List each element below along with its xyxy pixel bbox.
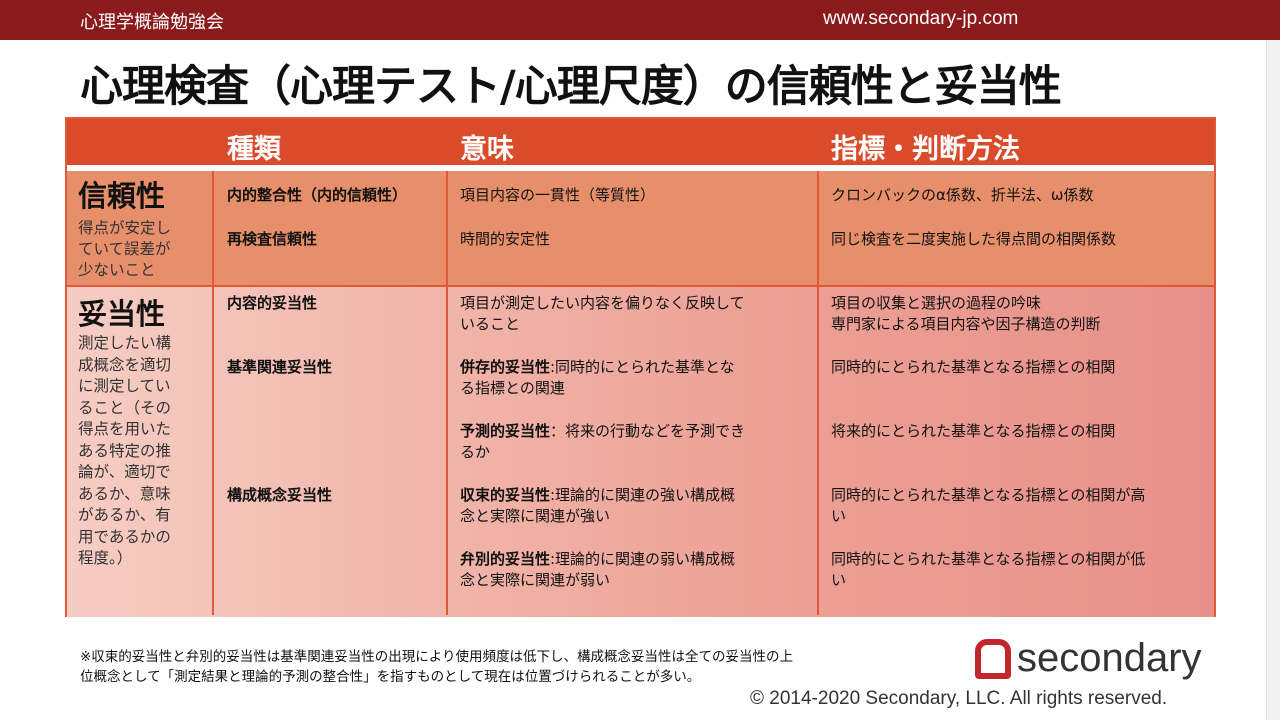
index-text: 同時的にとられた基準となる指標との相関が低 [831,550,1146,568]
index-text: 将来的にとられた基準となる指標との相関 [831,422,1116,440]
copyright: © 2014-2020 Secondary, LLC. All rights r… [750,688,1168,709]
col-index: 指標・判断方法 [831,134,1020,165]
meaning-text: 項目内容の一貫性（等質性） [460,186,656,204]
divider [212,171,214,615]
meaning-text: 念と実際に関連が強い [460,507,611,525]
sub-validity-label: 収束的妥当性 [460,486,551,504]
validity-description: 成概念を適切 [78,355,172,374]
divider [446,171,448,615]
logo-mark-icon [975,638,1011,679]
meaning-text: いること [460,315,521,333]
footnote: ※収束的妥当性と弁別的妥当性は基準関連妥当性の出現により使用頻度は低下し、構成概… [80,647,793,687]
sub-validity-label: 併存的妥当性 [460,358,551,376]
validity-description: 程度。） [78,549,133,567]
reliability-description: 得点が安定し [78,219,172,237]
index-text: 同じ検査を二度実施した得点間の相関係数 [831,230,1117,248]
index-text: クロンバックのα係数、折半法、ω係数 [831,186,1094,204]
slide-edge [1266,40,1280,720]
meaning-text: 念と実際に関連が弱い [460,571,611,589]
col-meaning: 意味 [460,134,514,165]
validity-description: あるか、意味 [78,484,171,503]
validity-type: 基準関連妥当性 [227,358,333,376]
validity-description: があるか、有 [78,506,171,524]
meaning-text: る指標との関連 [460,379,565,397]
validity-description: ること（その [78,398,172,417]
validity-description: 論が、適切で [78,463,171,481]
validity-description: 得点を用いた [78,420,172,438]
sub-validity-label: 予測的妥当性 [460,422,551,440]
meaning-text: 項目が測定したい内容を偏りなく反映して [460,294,745,312]
index-text: 同時的にとられた基準となる指標との相関 [831,358,1116,376]
divider [817,171,819,615]
validity-reliability-table: 種類 意味 指標・判断方法 信頼性得点が安定し ていて誤差が 少ないこと 内的整合性（… [65,117,1216,617]
meaning-text: :同時的にとられた基準とな [550,358,735,376]
validity-type: 構成概念妥当性 [227,486,333,504]
website-url: www.secondary-jp.com [823,8,1019,29]
secondary-logo: secondary [975,636,1202,681]
slide-title: 心理検査（心理テスト/心理尺度）の信頼性と妥当性 [80,62,1062,112]
reliability-type: 再検査信頼性 [227,230,318,248]
validity-title: 妥当性 [78,297,166,331]
top-bar: 心理学概論勉強会 www.secondary-jp.com [0,0,1280,40]
meaning-text: :理論的に関連の強い構成概 [550,486,736,504]
sub-validity-label: 弁別的妥当性 [460,550,551,568]
footnote-line: 位概念として「測定結果と理論的予測の整合性」を指すものとして現在は位置づけられる… [80,669,701,685]
meaning-text: ：将来の行動などを予測でき [550,422,746,440]
validity-description: 測定したい構 [78,334,172,352]
validity-description: ある特定の推 [78,441,172,460]
index-text: 同時的にとられた基準となる指標との相関が高 [831,486,1146,504]
course-name: 心理学概論勉強会 [80,12,224,33]
meaning-text: 時間的安定性 [460,230,551,248]
meaning-text: るか [460,443,491,461]
index-text: い [831,571,847,589]
validity-description: 用であるかの [78,527,171,546]
validity-row [67,287,1214,617]
reliability-description: 少ないこと [78,261,156,279]
validity-type: 内容的妥当性 [227,294,318,312]
meaning-text: :理論的に関連の弱い構成概 [550,550,736,568]
reliability-title: 信頼性 [78,179,166,213]
index-text: 項目の収集と選択の過程の吟味 [831,294,1042,312]
reliability-row [67,171,1214,287]
reliability-type: 内的整合性（内的信頼性） [227,186,408,204]
index-text: 専門家による項目内容や因子構造の判断 [831,315,1101,333]
validity-description: に測定してい [78,377,171,395]
table-header: 種類 意味 指標・判断方法 [67,119,1214,169]
footnote-line: ※収束的妥当性と弁別的妥当性は基準関連妥当性の出現により使用頻度は低下し、構成概… [80,649,794,665]
index-text: い [831,507,847,525]
col-type: 種類 [227,134,281,165]
logo-text: secondary [1017,636,1202,680]
reliability-description: ていて誤差が [78,240,171,258]
